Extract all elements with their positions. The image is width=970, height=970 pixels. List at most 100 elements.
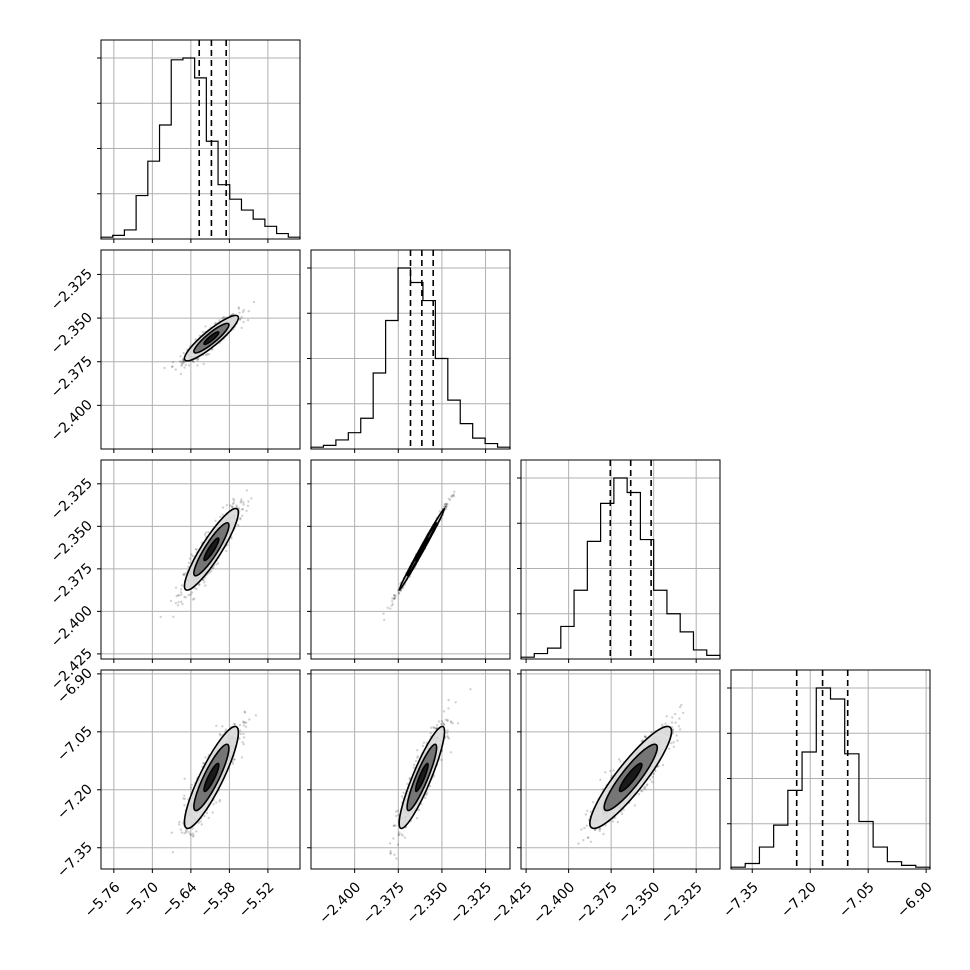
sample-point <box>248 718 251 721</box>
y-tick-label: −2.350 <box>48 518 96 566</box>
sample-point <box>202 578 205 582</box>
sample-point <box>395 857 398 860</box>
sample-point <box>675 734 678 737</box>
sample-point <box>188 832 192 836</box>
x-tick-label: −6.90 <box>894 879 936 921</box>
sample-point <box>382 612 385 615</box>
sample-point <box>182 360 185 363</box>
sample-point <box>678 717 681 720</box>
sample-point <box>203 814 206 818</box>
sample-point <box>192 835 195 838</box>
sample-point <box>240 508 244 511</box>
sample-point <box>585 824 588 827</box>
y-tick-label: −2.400 <box>48 603 96 651</box>
sample-point <box>594 828 597 832</box>
sample-point <box>618 758 621 761</box>
sample-point <box>191 554 194 558</box>
sample-point <box>587 836 590 839</box>
sample-point <box>421 744 425 748</box>
sample-point <box>233 723 237 726</box>
sample-point <box>242 743 245 746</box>
sample-point <box>661 763 665 767</box>
sample-point <box>224 728 228 731</box>
sample-point <box>232 501 235 504</box>
sample-point <box>182 351 185 355</box>
sample-point <box>598 827 601 831</box>
x-tick-label: −5.52 <box>236 879 278 921</box>
sample-point <box>397 592 401 595</box>
sample-point <box>196 358 199 362</box>
scatter-points <box>388 688 472 860</box>
sample-point <box>232 722 236 726</box>
sample-point <box>184 363 187 367</box>
sample-point <box>432 774 436 778</box>
sample-point <box>400 795 404 798</box>
sample-point <box>239 518 242 521</box>
sample-point <box>169 599 173 603</box>
sample-point <box>241 514 244 517</box>
sample-point <box>422 741 426 744</box>
sample-point <box>416 756 419 759</box>
sample-point <box>604 824 607 827</box>
sample-point <box>240 498 243 501</box>
sample-point <box>239 501 242 504</box>
sample-point <box>233 758 236 761</box>
sample-point <box>171 361 175 364</box>
sample-point <box>604 771 607 774</box>
sample-point <box>179 828 183 831</box>
sample-point <box>179 588 183 591</box>
sample-point <box>393 594 396 597</box>
sample-point <box>183 572 186 576</box>
sample-point <box>432 726 435 729</box>
sample-point <box>171 851 175 854</box>
sample-point <box>221 513 224 516</box>
sample-point <box>616 820 620 824</box>
sample-point <box>231 502 235 506</box>
sample-point <box>180 360 183 364</box>
sample-point <box>218 800 221 803</box>
panel-frame <box>310 669 511 870</box>
sample-point <box>444 503 447 506</box>
sample-point <box>204 756 207 759</box>
sample-point <box>428 785 432 788</box>
sample-point <box>190 591 194 594</box>
sample-point <box>391 597 394 600</box>
sample-point <box>416 755 420 758</box>
sample-point <box>243 710 246 713</box>
sample-point <box>211 348 214 351</box>
sample-point <box>649 778 652 781</box>
sample-point <box>445 505 448 508</box>
sample-point <box>396 589 400 592</box>
sample-point <box>232 758 236 761</box>
sample-point <box>414 759 418 763</box>
sample-point <box>177 823 181 826</box>
sample-point <box>454 701 457 704</box>
sample-point <box>677 725 681 728</box>
sample-point <box>179 355 182 358</box>
sample-point <box>211 811 214 814</box>
sample-point <box>444 718 447 721</box>
sample-point <box>394 824 397 827</box>
sample-point <box>191 359 195 363</box>
sample-point <box>591 801 595 804</box>
sample-point <box>440 758 443 762</box>
sample-point <box>235 504 238 507</box>
sample-point <box>198 583 201 586</box>
sample-point <box>252 300 256 304</box>
sample-point <box>674 721 677 724</box>
sample-point <box>215 801 218 804</box>
y-tick-label: −7.05 <box>54 723 96 765</box>
sample-point <box>589 810 592 813</box>
sample-point <box>172 615 175 618</box>
sample-point <box>446 718 449 722</box>
sample-point <box>218 319 221 322</box>
sample-point <box>389 607 392 610</box>
sample-point <box>188 557 192 560</box>
sample-point <box>236 505 239 509</box>
sample-point <box>670 742 673 745</box>
sample-point <box>393 597 396 600</box>
sample-point <box>241 508 245 511</box>
sample-point <box>183 832 186 835</box>
sample-point <box>397 833 400 836</box>
panel-frame <box>310 459 511 660</box>
